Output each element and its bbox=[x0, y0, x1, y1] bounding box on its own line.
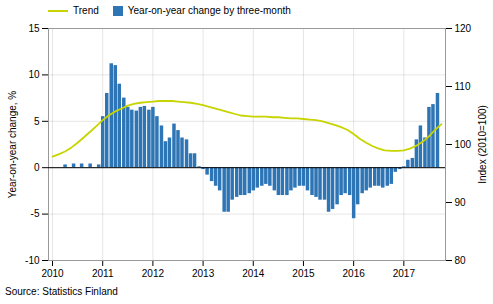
svg-text:15: 15 bbox=[28, 23, 40, 34]
svg-text:2013: 2013 bbox=[192, 268, 215, 279]
svg-text:2010: 2010 bbox=[41, 268, 64, 279]
svg-text:110: 110 bbox=[455, 81, 471, 92]
svg-text:2015: 2015 bbox=[292, 268, 315, 279]
svg-text:0: 0 bbox=[34, 162, 40, 173]
html-text:Year-on-year change by three-m: Year-on-year change by three-month bbox=[127, 5, 291, 16]
svg-text:2011: 2011 bbox=[92, 268, 114, 279]
svg-text:100: 100 bbox=[455, 139, 472, 150]
svg-text:2014: 2014 bbox=[242, 268, 265, 279]
svg-text:Index (2010=100): Index (2010=100) bbox=[477, 105, 488, 184]
svg-text:Year-on-year change, %: Year-on-year change, % bbox=[7, 91, 18, 199]
html-text:Trend: Trend bbox=[73, 5, 99, 16]
svg-text:-10: -10 bbox=[25, 255, 40, 266]
svg-text:2017: 2017 bbox=[393, 268, 416, 279]
svg-text:120: 120 bbox=[455, 23, 472, 34]
svg-text:10: 10 bbox=[28, 69, 40, 80]
svg-text:2016: 2016 bbox=[343, 268, 366, 279]
svg-text:5: 5 bbox=[34, 116, 40, 127]
svg-text:2012: 2012 bbox=[142, 268, 165, 279]
html-text:Source: Statistics Finland: Source: Statistics Finland bbox=[5, 286, 118, 297]
svg-text:90: 90 bbox=[455, 197, 467, 208]
svg-text:-5: -5 bbox=[31, 208, 40, 219]
svg-text:80: 80 bbox=[455, 255, 467, 266]
